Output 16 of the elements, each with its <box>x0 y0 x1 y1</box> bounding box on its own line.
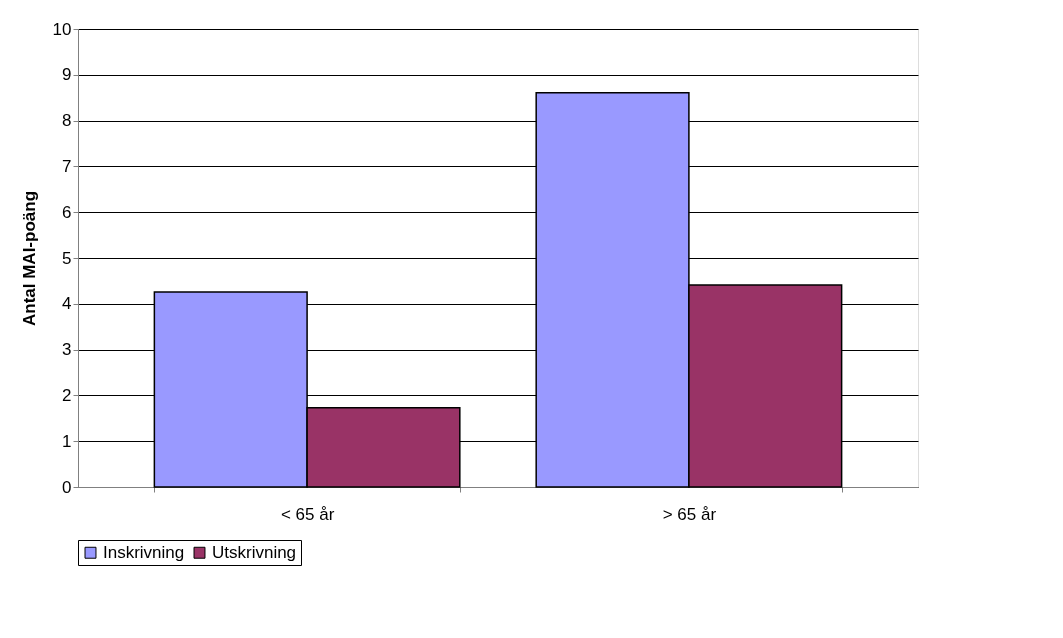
y-tick-label: 6 <box>62 202 72 222</box>
legend-label: Utskrivning <box>212 542 297 562</box>
x-tick-label: > 65 år <box>662 504 717 524</box>
y-tick-label: 4 <box>62 294 72 314</box>
y-tick-label: 9 <box>62 65 72 85</box>
y-tick-label: 3 <box>62 340 72 360</box>
y-tick-label: 5 <box>62 248 72 268</box>
y-tick-label: 8 <box>62 111 72 131</box>
y-tick-label: 10 <box>52 19 72 39</box>
y-tick-label: 1 <box>62 431 72 451</box>
y-axis-title: Antal MAI-poäng <box>19 190 39 327</box>
y-tick-label: 7 <box>62 156 72 176</box>
legend-label: Inskrivning <box>103 542 185 562</box>
x-tick-label: < 65 år <box>280 504 335 524</box>
y-tick-label: 0 <box>62 477 72 497</box>
y-tick-label: 2 <box>62 385 72 405</box>
